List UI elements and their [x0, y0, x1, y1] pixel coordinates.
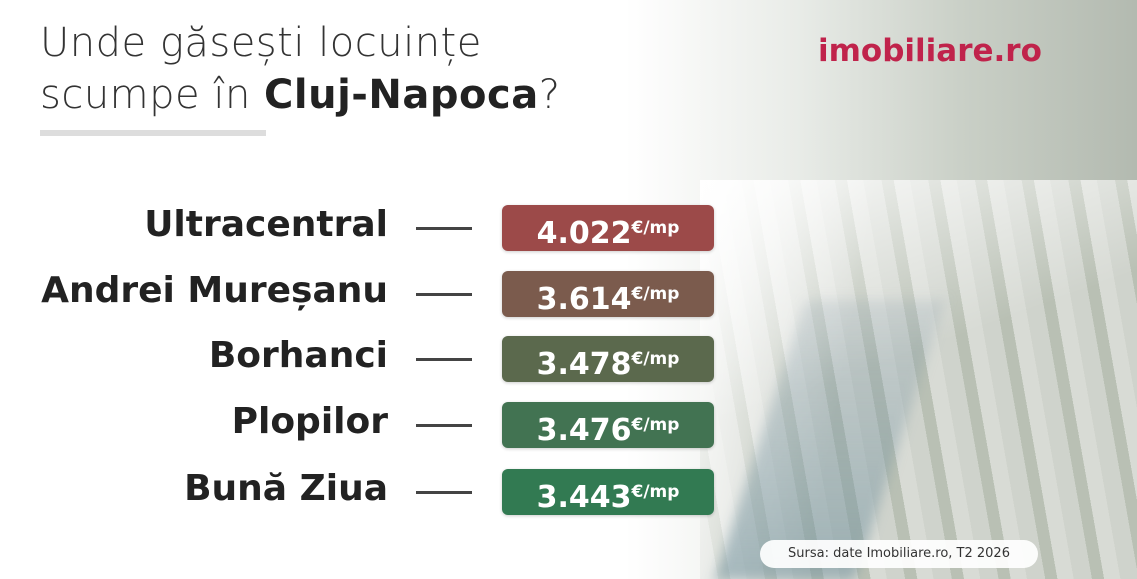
- price: 3.443: [536, 480, 632, 515]
- price: 4.022: [536, 216, 632, 251]
- logo: imobiliare.ro: [818, 33, 1042, 69]
- price: 3.614: [536, 282, 632, 317]
- connector: [416, 424, 472, 427]
- price-unit: €/mp: [631, 218, 680, 238]
- price-unit: €/mp: [631, 284, 680, 304]
- price-badge: 4.022€/mp: [502, 205, 714, 251]
- price-unit: €/mp: [631, 415, 680, 435]
- price-badge: 3.478€/mp: [502, 336, 714, 382]
- title-underline: [40, 130, 266, 136]
- district-name: Bună Ziua: [184, 468, 388, 509]
- connector: [416, 358, 472, 361]
- source-note: Sursa: date Imobiliare.ro, T2 2026: [760, 540, 1038, 568]
- district-name: Ultracentral: [144, 204, 388, 245]
- title-text: scumpe în: [40, 72, 265, 118]
- connector: [416, 293, 472, 296]
- title-text: ?: [538, 72, 561, 118]
- price: 3.476: [536, 413, 632, 448]
- price-badge: 3.443€/mp: [502, 469, 714, 515]
- price: 3.478: [536, 347, 632, 382]
- price-unit: €/mp: [631, 349, 680, 369]
- price-unit: €/mp: [631, 482, 680, 502]
- price-badge: 3.476€/mp: [502, 402, 714, 448]
- connector: [416, 227, 472, 230]
- district-name: Borhanci: [208, 335, 388, 376]
- title: Unde găsești locuințe: [40, 20, 482, 66]
- connector: [416, 491, 472, 494]
- title-highlight: Cluj-Napoca: [264, 72, 539, 118]
- price-badge: 3.614€/mp: [502, 271, 714, 317]
- title: scumpe în Cluj-Napoca?: [40, 72, 560, 118]
- district-name: Andrei Mureșanu: [41, 270, 388, 311]
- district-name: Plopilor: [231, 401, 388, 442]
